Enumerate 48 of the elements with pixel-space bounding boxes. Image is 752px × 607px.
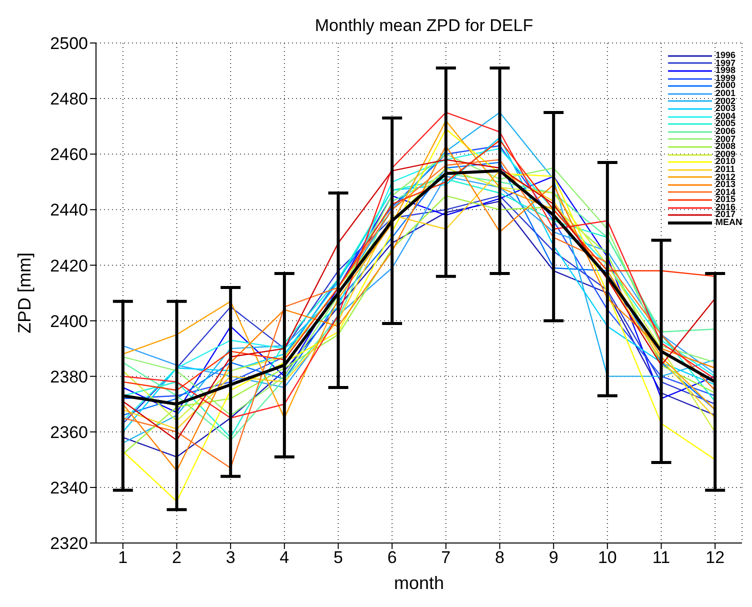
x-tick-label: 2 <box>172 548 182 568</box>
y-tick-label: 2360 <box>50 422 88 442</box>
legend-label: 1997 <box>716 58 736 68</box>
x-tick-label: 1 <box>118 548 128 568</box>
y-tick-label: 2460 <box>50 145 88 164</box>
x-tick-label: 10 <box>598 548 617 568</box>
y-tick-label: 2400 <box>50 312 88 331</box>
legend-label: 2008 <box>716 141 736 152</box>
legend-label: 2016 <box>716 202 736 212</box>
legend-label: MEAN <box>716 217 742 228</box>
y-tick-label: 2380 <box>50 367 88 386</box>
x-tick-label: 4 <box>280 548 290 568</box>
x-tick-label: 5 <box>334 548 343 568</box>
legend-label: 2017 <box>716 209 736 220</box>
legend-label: 2012 <box>716 172 736 182</box>
legend-label: 2011 <box>716 164 736 174</box>
legend-label: 2000 <box>716 80 736 90</box>
legend-label: 2003 <box>716 103 736 114</box>
legend-label: 2006 <box>716 126 736 136</box>
y-tick-label: 2440 <box>50 200 88 220</box>
legend-label: 2015 <box>716 194 736 204</box>
legend-label: 2009 <box>716 148 736 159</box>
x-axis-title: month <box>394 573 444 593</box>
legend-label: 2013 <box>716 179 736 190</box>
y-tick-label: 2340 <box>50 478 88 498</box>
y-axis-title: ZPD [mm] <box>14 252 34 334</box>
x-tick-label: 11 <box>652 548 670 568</box>
x-tick-label: 9 <box>548 548 558 568</box>
legend-label: 1999 <box>716 72 736 83</box>
x-tick-label: 8 <box>495 548 504 568</box>
x-tick-label: 6 <box>387 548 397 568</box>
legend-label: 2004 <box>716 110 736 121</box>
legend-label: 2001 <box>716 88 736 98</box>
chart-title: Monthly mean ZPD for DELF <box>314 16 534 36</box>
legend-label: 2010 <box>716 156 736 166</box>
x-tick-label: 12 <box>706 548 725 568</box>
y-tick-label: 2420 <box>50 256 88 276</box>
x-tick-label: 7 <box>441 548 451 568</box>
legend-label: 2007 <box>716 134 736 144</box>
y-tick-label: 2500 <box>50 34 88 54</box>
x-tick-label: 3 <box>226 548 236 568</box>
y-tick-label: 2320 <box>50 534 88 554</box>
y-tick-label: 2480 <box>50 90 88 109</box>
legend-label: 1998 <box>716 65 736 76</box>
legend-label: 2002 <box>716 96 736 106</box>
legend-label: 2014 <box>716 186 736 197</box>
legend-label: 1996 <box>716 50 736 60</box>
legend-label: 2005 <box>716 118 736 128</box>
